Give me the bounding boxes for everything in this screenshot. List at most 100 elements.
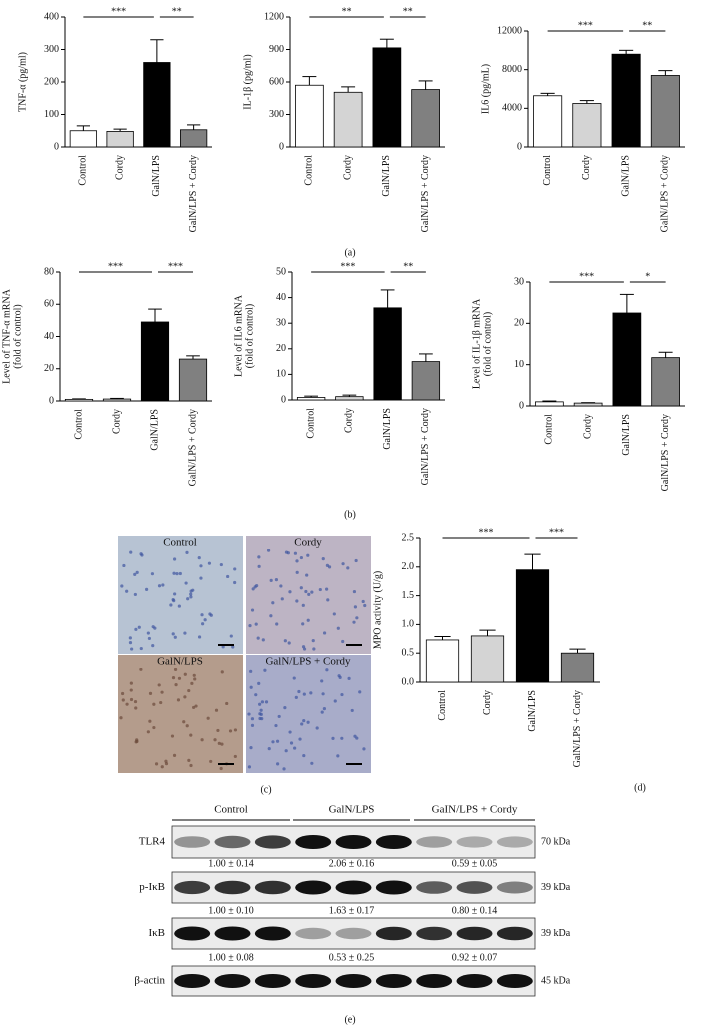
- nucleus: [283, 706, 287, 710]
- y-tick-label: 0: [54, 141, 59, 152]
- x-tick-label: GalN/LPS: [382, 408, 393, 450]
- quantification: 1.00 ± 0.10: [208, 905, 254, 916]
- nucleus: [233, 754, 237, 759]
- micrograph-label: Cordy: [294, 537, 322, 549]
- bar: [335, 396, 364, 401]
- y-tick-label: 0.5: [402, 647, 415, 658]
- nucleus: [264, 700, 269, 704]
- nucleus: [302, 753, 306, 758]
- nucleus: [172, 753, 177, 757]
- nucleus: [288, 730, 292, 734]
- band: [254, 974, 291, 988]
- nucleus: [129, 681, 133, 685]
- nucleus: [157, 584, 162, 588]
- nucleus: [201, 622, 205, 626]
- nucleus: [189, 595, 193, 599]
- nucleus: [247, 765, 252, 769]
- bar: [333, 91, 363, 148]
- x-tick-label: Control: [304, 155, 315, 186]
- y-tick-label: 30: [276, 317, 286, 328]
- nucleus: [274, 578, 279, 582]
- nucleus: [152, 702, 156, 706]
- nucleus: [177, 676, 182, 680]
- y-tick-label: 300: [269, 109, 284, 120]
- x-tick-label: Control: [542, 155, 553, 186]
- nucleus: [233, 580, 237, 585]
- nucleus: [147, 636, 151, 641]
- nucleus: [130, 647, 134, 651]
- significance-label: **: [172, 6, 182, 17]
- panel-label: (e): [344, 1014, 355, 1025]
- nucleus: [350, 708, 354, 713]
- nucleus: [304, 589, 308, 594]
- nucleus: [139, 646, 143, 651]
- nucleus: [284, 749, 288, 753]
- y-tick-label: 10: [514, 359, 524, 370]
- quantification: 0.80 ± 0.14: [452, 905, 498, 916]
- nucleus: [320, 679, 324, 683]
- nucleus: [274, 723, 278, 728]
- nucleus: [249, 685, 253, 689]
- y-axis-title: IL-1β (pg/ml): [242, 54, 253, 109]
- nucleus: [197, 556, 201, 560]
- nucleus: [321, 557, 325, 561]
- nucleus: [231, 645, 235, 649]
- band: [375, 974, 412, 988]
- nucleus: [135, 570, 139, 574]
- nucleus: [322, 631, 327, 635]
- nucleus: [161, 583, 165, 587]
- bar: [572, 103, 602, 148]
- nucleus: [254, 622, 258, 626]
- band: [214, 880, 251, 895]
- nucleus: [293, 551, 298, 555]
- nucleus: [148, 691, 153, 695]
- nucleus: [258, 712, 262, 716]
- nucleus: [206, 716, 210, 720]
- nucleus: [280, 597, 284, 601]
- y-axis-title: IL6 (pg/mL): [480, 64, 491, 114]
- y-tick-label: 0: [49, 395, 54, 406]
- nucleus: [341, 562, 345, 566]
- panel-label: (b): [344, 509, 356, 520]
- x-tick-label: GalN/LPS + Cordy: [420, 155, 431, 232]
- label-bg: [266, 656, 351, 668]
- band: [335, 974, 372, 988]
- y-axis-title: Level of IL-1β mRNA: [471, 298, 482, 389]
- x-tick-label: Cordy: [111, 409, 122, 434]
- band: [496, 836, 533, 848]
- size-label: 70 kDa: [541, 836, 571, 847]
- y-axis-title: Level of IL6 mRNA: [233, 294, 244, 377]
- nucleus: [176, 698, 181, 702]
- nucleus: [137, 625, 141, 629]
- band: [254, 926, 291, 941]
- nucleus: [129, 550, 133, 554]
- y-tick-label: 1.0: [402, 619, 415, 630]
- nucleus: [193, 677, 197, 681]
- band: [496, 926, 533, 941]
- bar: [106, 130, 134, 148]
- significance-label: ***: [108, 261, 123, 272]
- nucleus: [257, 564, 261, 568]
- nucleus: [263, 668, 267, 672]
- size-label: 45 kDa: [541, 975, 571, 986]
- x-tick-label: Control: [437, 690, 448, 721]
- y-tick-label: 80: [44, 266, 54, 277]
- nucleus: [214, 708, 219, 712]
- significance-label: ***: [579, 271, 594, 282]
- nucleus: [125, 702, 129, 706]
- nucleus: [184, 581, 188, 585]
- y-tick-label: 900: [269, 44, 284, 55]
- nucleus: [148, 719, 152, 723]
- nucleus: [183, 672, 187, 676]
- significance-label: **: [342, 6, 352, 17]
- quantification: 1.00 ± 0.08: [208, 952, 254, 963]
- group-label: GaIN/LPS + Cordy: [432, 804, 518, 816]
- panel-label: (a): [344, 247, 355, 258]
- band: [335, 835, 372, 849]
- y-tick-label: 0: [519, 400, 524, 411]
- quantification: 0.59 ± 0.05: [452, 858, 498, 869]
- nucleus: [306, 553, 310, 557]
- nucleus: [315, 726, 319, 730]
- nucleus: [276, 762, 280, 766]
- size-label: 39 kDa: [541, 928, 571, 939]
